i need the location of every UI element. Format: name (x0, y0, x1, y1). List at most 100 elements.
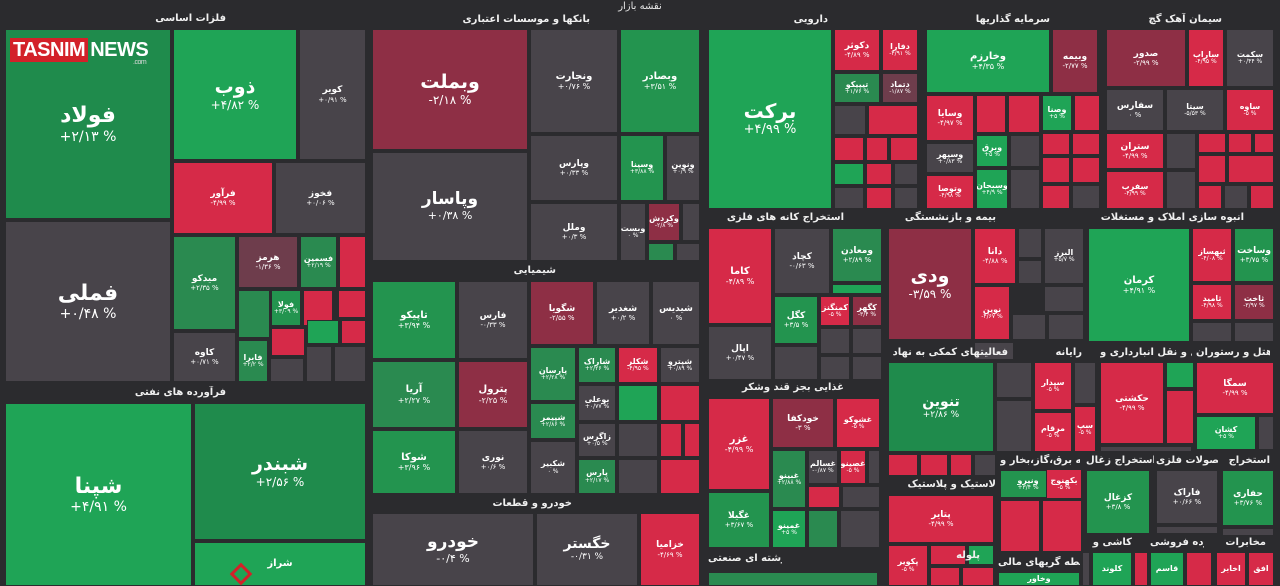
stock-tile[interactable]: کگل +۳/۵ % (774, 296, 818, 344)
heatmap-cell[interactable] (1018, 260, 1042, 284)
stock-tile[interactable]: بوعلی +۰/۷۷ % (578, 385, 616, 421)
heatmap-cell[interactable] (1228, 133, 1252, 153)
stock-tile[interactable]: شیدیس ۰ % (652, 281, 700, 345)
heatmap-cell[interactable] (888, 454, 918, 476)
stock-tile[interactable]: پکویر -۵ % (888, 545, 928, 586)
stock-tile[interactable]: وتوصا -۴/۹۸ % (926, 175, 974, 209)
stock-tile[interactable]: شپترو +۰/۸۹ % (660, 347, 700, 383)
stock-tile[interactable]: ونوین +۰/۹ % (666, 135, 700, 201)
heatmap-cell[interactable] (1250, 185, 1274, 209)
stock-tile[interactable]: پارس +۲/۱۷ % (578, 459, 616, 494)
stock-tile[interactable]: خزامیا -۴/۶۹ % (640, 513, 700, 586)
heatmap-cell[interactable] (920, 454, 948, 476)
stock-tile[interactable]: شاراک +۲/۲۶ % (578, 347, 616, 383)
stock-tile[interactable]: سمگا -۴/۹۹ % (1196, 362, 1274, 414)
stock-tile[interactable]: فرآور -۴/۹۹ % (173, 162, 273, 234)
stock-tile[interactable]: قاسم (1150, 552, 1184, 586)
stock-tile[interactable]: ثامید -۴/۹۸ % (1192, 284, 1232, 320)
stock-tile[interactable]: فسمین +۲/۱۹ % (300, 236, 337, 288)
stock-tile[interactable]: وسینا +۳/۸۸ % (620, 135, 664, 201)
stock-tile[interactable]: کرمان +۴/۹۱ % (1088, 228, 1190, 342)
stock-tile[interactable]: وسپهر +۰/۸۳ % (926, 143, 974, 173)
heatmap-cell[interactable] (866, 163, 892, 185)
stock-tile[interactable]: ومعادن +۲/۸۹ % (832, 228, 882, 282)
heatmap-cell[interactable] (1166, 362, 1194, 388)
stock-tile[interactable]: هرمز -۱/۳۶ % (238, 236, 298, 288)
heatmap-cell[interactable] (868, 105, 918, 135)
heatmap-cell[interactable] (834, 105, 866, 135)
stock-tile[interactable]: ثاخت -۳/۹۷ % (1234, 284, 1274, 320)
stock-tile[interactable]: کشان +۵ % (1196, 416, 1256, 450)
stock-tile[interactable]: صدور -۲/۹۹ % (1106, 29, 1186, 87)
stock-tile[interactable]: حکشتی -۴/۹۹ % (1100, 362, 1164, 444)
heatmap-cell[interactable] (1166, 390, 1194, 444)
stock-tile[interactable]: فخوز +۰/۰۶ % (275, 162, 366, 234)
stock-tile[interactable]: ذوب +۴/۸۲ % (173, 29, 297, 160)
heatmap-cell[interactable] (238, 290, 270, 338)
stock-tile[interactable]: سفارس ۰ % (1106, 89, 1164, 131)
stock-tile[interactable]: کویر +۰/۹۱ % (299, 29, 366, 160)
heatmap-cell[interactable] (868, 450, 880, 484)
heatmap-cell[interactable] (834, 187, 864, 209)
heatmap-cell[interactable] (618, 459, 658, 494)
stock-tile[interactable]: نوین -۴/۶۷ % (974, 286, 1010, 340)
heatmap-cell[interactable] (618, 423, 658, 457)
stock-tile[interactable]: وخاور (998, 572, 1080, 586)
heatmap-cell[interactable] (1042, 500, 1082, 552)
heatmap-cell[interactable] (842, 486, 880, 508)
stock-tile[interactable]: کاوه +۰/۷۱ % (173, 332, 236, 382)
stock-tile[interactable]: خودرو -۰/۴ % (372, 513, 534, 586)
stock-tile[interactable]: سفرب -۴/۹۹ % (1106, 171, 1164, 209)
heatmap-cell[interactable] (950, 454, 972, 476)
stock-tile[interactable]: وسبحان +۴/۹ % (976, 169, 1008, 209)
heatmap-cell[interactable] (774, 346, 818, 380)
heatmap-cell[interactable] (1082, 552, 1090, 586)
heatmap-cell[interactable] (834, 163, 864, 185)
stock-tile[interactable]: البرز +۵/۷ % (1044, 228, 1084, 284)
heatmap-cell[interactable] (1042, 157, 1070, 183)
heatmap-cell[interactable] (866, 187, 892, 209)
heatmap-cell[interactable] (1224, 185, 1248, 209)
heatmap-cell[interactable] (1198, 155, 1226, 183)
heatmap-cell[interactable] (976, 95, 1006, 133)
stock-tile[interactable]: شبندر +۲/۵۶ % (194, 403, 366, 540)
stock-tile[interactable]: وبرق +۵ % (976, 135, 1008, 167)
heatmap-cell[interactable] (1010, 135, 1040, 167)
heatmap-cell[interactable] (1258, 416, 1274, 450)
stock-tile[interactable]: فابرا +۲/۲ % (238, 340, 268, 382)
stock-tile[interactable]: پتایر -۴/۹۹ % (888, 495, 994, 543)
stock-tile[interactable]: وپاسار +۰/۳۸ % (372, 152, 528, 261)
heatmap-cell[interactable] (648, 243, 674, 261)
stock-tile[interactable]: فملی +۰/۴۸ % (5, 221, 171, 382)
heatmap-cell[interactable] (1134, 552, 1148, 586)
stock-tile[interactable]: ساوه -۵ % (1226, 89, 1274, 131)
heatmap-cell[interactable] (808, 510, 838, 548)
heatmap-cell[interactable] (1072, 157, 1100, 183)
stock-tile[interactable]: کزغال +۳/۸ % (1086, 470, 1150, 534)
heatmap-cell[interactable] (307, 320, 339, 344)
heatmap-cell[interactable] (832, 284, 882, 294)
stock-tile[interactable]: نوری +۰/۶ % (458, 430, 528, 494)
stock-tile[interactable]: برکت +۴/۹۹ % (708, 29, 832, 209)
heatmap-cell[interactable] (1044, 286, 1084, 312)
stock-tile[interactable]: کمنگنز -۵ % (820, 296, 850, 326)
stock-tile[interactable]: کلوند (1092, 552, 1132, 586)
heatmap-cell[interactable] (1234, 322, 1274, 342)
heatmap-cell[interactable] (339, 236, 366, 288)
heatmap-cell[interactable] (820, 356, 850, 380)
stock-tile[interactable]: افق (1248, 552, 1274, 586)
stock-tile[interactable]: خودکفا -۳ % (772, 398, 834, 448)
stock-tile[interactable]: وبیمه -۲/۷۷ % (1052, 29, 1098, 93)
heatmap-cell[interactable] (996, 400, 1032, 452)
stock-tile[interactable]: وپارس +۰/۳۳ % (530, 135, 618, 201)
heatmap-cell[interactable] (962, 567, 994, 586)
stock-tile[interactable]: غبینو +۲/۸۸ % (772, 450, 806, 508)
heatmap-cell[interactable] (834, 137, 864, 161)
stock-tile[interactable]: خگستر -۰/۳۱ % (536, 513, 638, 586)
stock-tile[interactable]: ساراب -۴/۹۵ % (1188, 29, 1224, 87)
stock-tile[interactable]: غصینو -۵ % (840, 450, 866, 484)
heatmap-cell[interactable] (930, 545, 966, 565)
heatmap-cell[interactable] (894, 163, 918, 185)
heatmap-cell[interactable] (660, 423, 682, 457)
heatmap-cell[interactable] (1100, 446, 1192, 452)
